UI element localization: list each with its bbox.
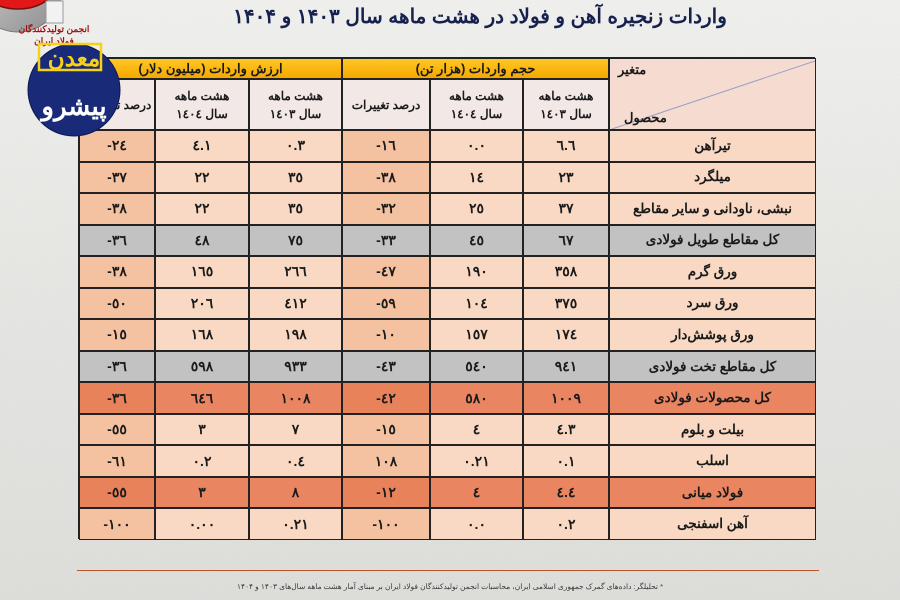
svg-text:پیشرو: پیشرو xyxy=(39,91,106,122)
svg-text:معدن: معدن xyxy=(48,45,100,71)
